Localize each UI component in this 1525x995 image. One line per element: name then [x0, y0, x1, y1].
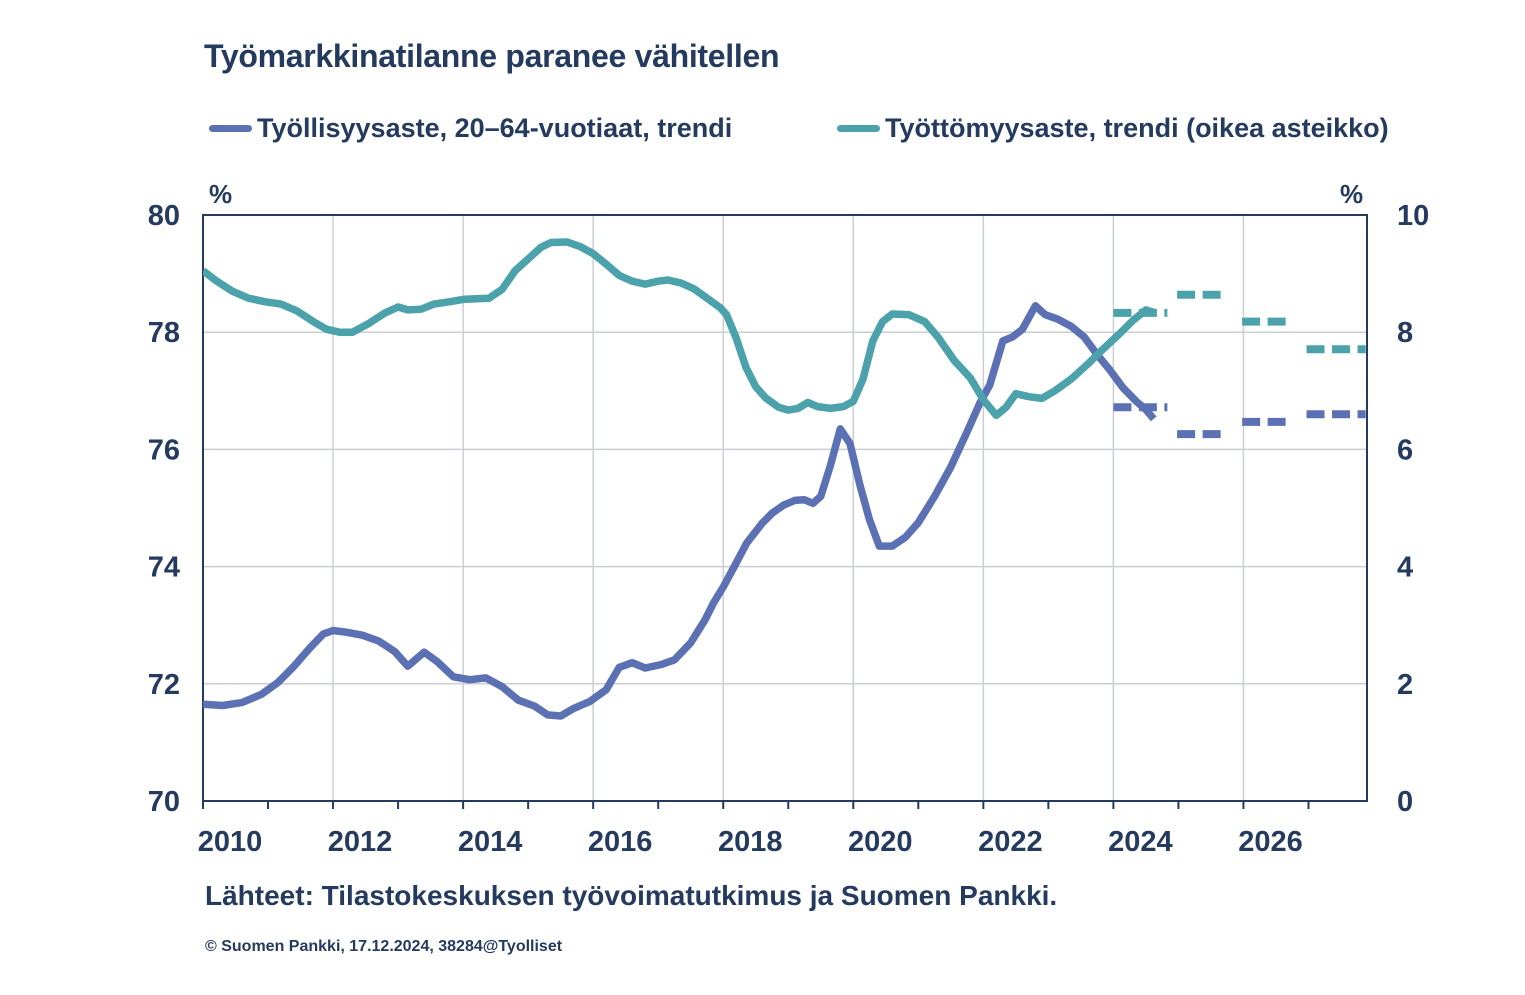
x-axis-label: 2014	[458, 826, 523, 858]
y-axis-label-right: 6	[1397, 434, 1413, 466]
y-axis-label-left: 70	[148, 786, 180, 818]
x-axis-label: 2018	[718, 826, 783, 858]
legend-item-unemployment: Työttömyysaste, trendi (oikea asteikko)	[837, 111, 1389, 145]
y-axis-label-right: 8	[1397, 317, 1413, 349]
legend-item-employment: Työllisyysaste, 20–64-vuotiaat, trendi	[209, 111, 732, 145]
legend-label-employment: Työllisyysaste, 20–64-vuotiaat, trendi	[257, 112, 733, 143]
x-axis-label: 2024	[1108, 826, 1173, 858]
plot-border	[202, 214, 1368, 802]
unemployment-line	[203, 238, 1157, 420]
y-axis-label-left: 74	[148, 552, 180, 584]
y-axis-label-right: 4	[1397, 552, 1413, 584]
employment-line	[203, 302, 1157, 720]
y-axis-label-left: 78	[148, 317, 180, 349]
y-axis-label-left: 80	[148, 200, 180, 232]
right-axis-unit-label: %	[1340, 179, 1364, 209]
sources-note: Lähteet: Tilastokeskuksen työvoimatutkim…	[205, 880, 1058, 911]
copyright-note: © Suomen Pankki, 17.12.2024, 38284@Tyoll…	[205, 938, 563, 955]
y-axis-label-left: 72	[148, 669, 180, 701]
x-axis-label: 2010	[198, 826, 263, 858]
x-axis-label: 2022	[978, 826, 1043, 858]
y-axis-label-right: 10	[1397, 200, 1429, 232]
chart-title: Työmarkkinatilanne paranee vähitellen	[204, 38, 780, 74]
x-axis-label: 2016	[588, 826, 653, 858]
x-axis-label: 2012	[328, 826, 393, 858]
y-axis-label-left: 76	[148, 434, 180, 466]
y-axis-label-right: 0	[1397, 786, 1413, 818]
y-axis-label-right: 2	[1397, 669, 1413, 701]
legend-label-unemployment: Työttömyysaste, trendi (oikea asteikko)	[885, 112, 1389, 143]
x-axis-label: 2026	[1238, 826, 1303, 858]
unemployment-line-swatch	[837, 124, 880, 132]
employment-line-swatch	[209, 124, 252, 132]
left-axis-unit-label: %	[209, 179, 233, 209]
x-axis-label: 2020	[848, 826, 913, 858]
